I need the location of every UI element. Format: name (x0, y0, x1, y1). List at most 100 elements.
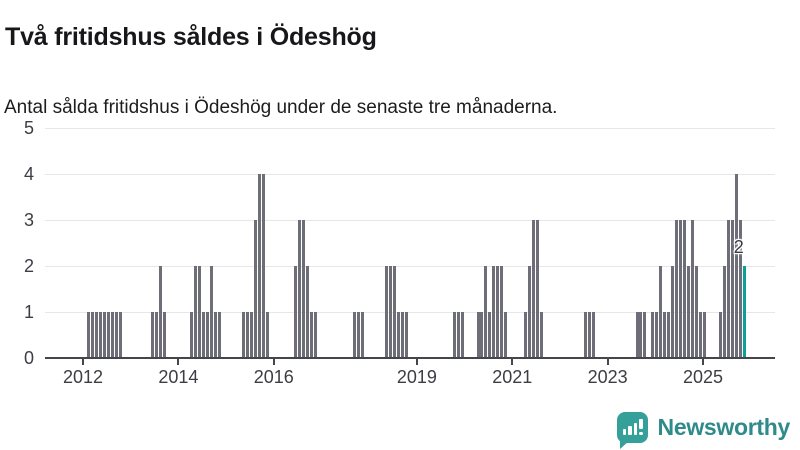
bar (261, 174, 265, 358)
bar (718, 312, 722, 358)
bar (162, 312, 166, 358)
bar (87, 312, 91, 358)
bar (218, 312, 222, 358)
chart-subtitle: Antal sålda fritidshus i Ödeshög under d… (4, 97, 558, 118)
bar (591, 312, 595, 358)
gridline (45, 128, 775, 129)
bar (655, 312, 659, 358)
bar (651, 312, 655, 358)
bar (675, 220, 679, 358)
bar (198, 266, 202, 358)
y-axis-label: 3 (23, 210, 34, 230)
bar (118, 312, 122, 358)
x-axis-tick (272, 359, 275, 365)
bar (726, 220, 730, 358)
bar (667, 312, 671, 358)
x-axis-label: 2016 (253, 367, 294, 387)
bar (484, 266, 488, 358)
bar (488, 312, 492, 358)
bar (540, 312, 544, 358)
gridline (45, 312, 775, 313)
x-axis-label: 2019 (396, 367, 437, 387)
bar (309, 312, 313, 358)
x-axis-label: 2012 (62, 367, 104, 387)
bar (154, 312, 158, 358)
y-axis-label: 1 (23, 302, 34, 322)
x-axis-tick (606, 359, 609, 365)
bar (94, 312, 98, 358)
bar (500, 266, 504, 358)
bar (480, 312, 484, 358)
bar (397, 312, 401, 358)
bar (695, 266, 699, 358)
bar (587, 312, 591, 358)
bar (110, 312, 114, 358)
bar (691, 220, 695, 358)
bar (190, 312, 194, 358)
bar (679, 220, 683, 358)
bar (214, 312, 218, 358)
newsworthy-logo: Newsworthy (616, 412, 791, 449)
x-axis-label: 2023 (587, 367, 628, 387)
bar (639, 312, 643, 358)
gridline (45, 174, 775, 175)
bar (305, 266, 309, 358)
bar (452, 312, 456, 358)
bar (583, 312, 587, 358)
gridline (45, 220, 775, 221)
bar (253, 220, 257, 358)
y-axis-label: 4 (23, 164, 34, 184)
bar (210, 266, 214, 358)
bar (301, 220, 305, 358)
bar (389, 266, 393, 358)
bar (703, 312, 707, 358)
bar (361, 312, 365, 358)
bar (671, 266, 675, 358)
bar (504, 312, 508, 358)
bar (401, 312, 405, 358)
bar (297, 220, 301, 358)
highlight-bar (742, 266, 746, 358)
bar (202, 312, 206, 358)
x-axis-tick (415, 359, 418, 365)
bar (683, 220, 687, 358)
bar (643, 312, 647, 358)
bar (635, 312, 639, 358)
bar (722, 266, 726, 358)
x-axis-label: 2014 (158, 367, 199, 387)
bar (738, 220, 742, 358)
page-title: Två fritidshus såldes i Ödeshög (5, 22, 377, 51)
x-axis-tick (177, 359, 180, 365)
y-axis-label: 5 (23, 118, 34, 138)
bar (528, 266, 532, 358)
bar (242, 312, 246, 358)
bar (404, 312, 408, 358)
bar (460, 312, 464, 358)
speech-bubble-tail (619, 441, 629, 449)
bar (102, 312, 106, 358)
bar (532, 220, 536, 358)
bar (524, 312, 528, 358)
bar (246, 312, 250, 358)
bar (663, 312, 667, 358)
bar (353, 312, 357, 358)
bar (476, 312, 480, 358)
x-axis-label: 2025 (682, 367, 724, 387)
bar (194, 266, 198, 358)
bar (357, 312, 361, 358)
newsworthy-logo-text: Newsworthy (657, 414, 791, 440)
bar (687, 266, 691, 358)
x-axis-label: 2021 (492, 367, 533, 387)
bar (114, 312, 118, 358)
latest-value-label: 2 (733, 237, 744, 257)
bar (257, 174, 261, 358)
bar (496, 266, 500, 358)
bar (265, 312, 269, 358)
y-axis-label: 2 (23, 256, 34, 276)
bar (313, 312, 317, 358)
bar (293, 266, 297, 358)
bar (90, 312, 94, 358)
bar (456, 312, 460, 358)
newsworthy-bars-icon (616, 412, 648, 449)
bar (249, 312, 253, 358)
